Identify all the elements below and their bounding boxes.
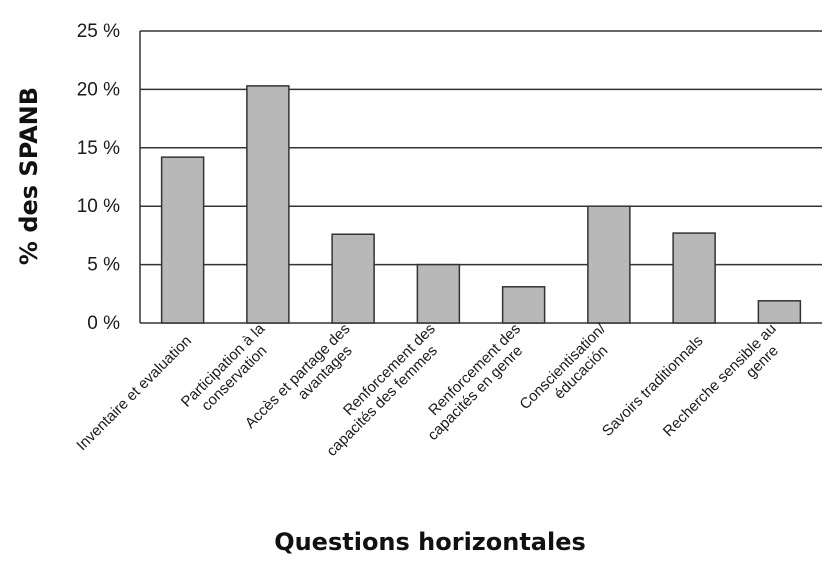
- y-axis-ticks: 0 % 5 % 10 % 15 % 20 % 25 %: [77, 21, 120, 334]
- bar: [416, 263, 461, 324]
- bar: [672, 232, 716, 324]
- bar: [587, 205, 631, 324]
- bar: [757, 300, 802, 324]
- bar: [246, 85, 290, 324]
- y-tick-label: 15 %: [77, 138, 120, 159]
- gridlines: [139, 30, 822, 324]
- y-tick-label: 10 %: [77, 196, 120, 217]
- y-tick-label: 20 %: [77, 79, 120, 100]
- y-tick-label: 0 %: [87, 313, 120, 334]
- bar: [160, 156, 205, 324]
- bars: [160, 85, 802, 324]
- x-axis-title: Questions horizontales: [274, 528, 586, 556]
- x-category-label: Conscientisation/éducación: [516, 320, 611, 413]
- bar: [331, 233, 375, 324]
- bar: [501, 286, 546, 324]
- x-category-label-line: Inventaire et evaluation: [73, 332, 195, 454]
- y-tick-label: 5 %: [87, 255, 120, 276]
- y-axis-title: % des SPANB: [15, 87, 43, 265]
- x-category-label-line: Savoirs traditionnals: [599, 332, 707, 440]
- x-category-label: Inventaire et evaluation: [73, 332, 195, 454]
- x-category-label-line: Recherche sensible au: [660, 320, 780, 440]
- y-tick-label: 25 %: [77, 21, 120, 42]
- x-category-label: Savoirs traditionnals: [599, 332, 707, 440]
